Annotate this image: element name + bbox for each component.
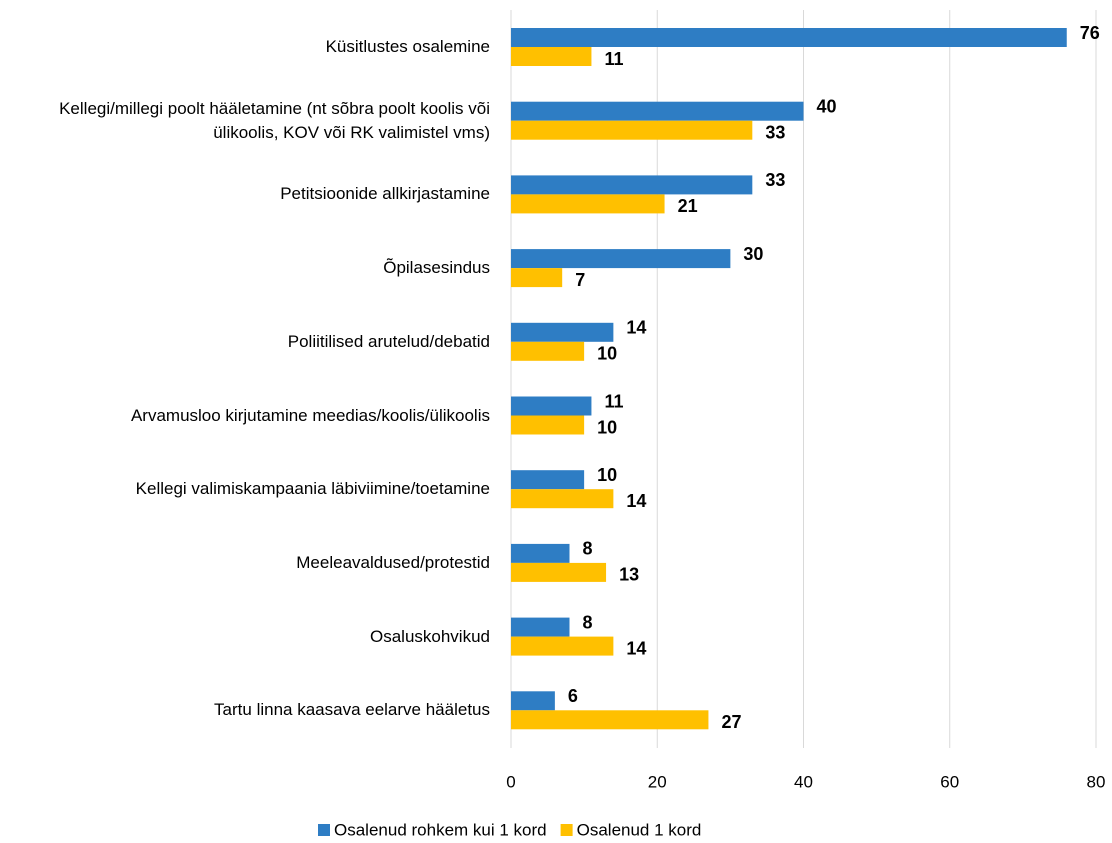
value-label: 10 xyxy=(597,344,617,364)
value-label: 10 xyxy=(597,417,617,437)
category-label: Tartu linna kaasava eelarve hääletus xyxy=(214,700,490,720)
bar xyxy=(511,322,614,342)
legend-label: Osalenud rohkem kui 1 kord xyxy=(334,820,547,839)
value-label: 76 xyxy=(1080,23,1100,43)
value-label: 13 xyxy=(619,565,639,585)
bar xyxy=(511,101,804,121)
bar xyxy=(511,562,607,582)
bar xyxy=(511,470,585,490)
bar xyxy=(511,341,585,361)
bar xyxy=(511,415,585,435)
bar xyxy=(511,636,614,656)
legend-swatch xyxy=(318,824,330,836)
bar xyxy=(511,710,709,730)
value-label: 33 xyxy=(765,122,785,142)
category-label: Arvamusloo kirjutamine meedias/koolis/ül… xyxy=(130,405,490,425)
value-label: 30 xyxy=(743,244,763,264)
legend-swatch xyxy=(560,824,573,836)
value-label: 8 xyxy=(583,539,593,559)
bar xyxy=(511,194,665,214)
value-label: 7 xyxy=(575,270,585,290)
value-label: 6 xyxy=(568,686,578,706)
category-label: Küsitlustes osalemine xyxy=(325,37,490,56)
category-label: Kellegi valimiskampaania läbiviimine/toe… xyxy=(135,479,490,499)
value-label: 11 xyxy=(604,391,623,411)
category-label: Osaluskohvikud xyxy=(369,626,490,646)
bar xyxy=(511,489,614,509)
bar xyxy=(511,28,1067,47)
bar xyxy=(511,396,592,416)
category-label: Petitsioonide allkirjastamine xyxy=(280,184,490,204)
bar xyxy=(511,47,592,66)
value-label: 33 xyxy=(765,170,785,190)
legend-label: Osalenud 1 kord xyxy=(577,820,702,839)
value-label: 14 xyxy=(626,491,646,511)
bar xyxy=(511,120,753,140)
bar xyxy=(511,617,570,637)
bar xyxy=(511,543,570,563)
category-label: Meeleavaldused/protestid xyxy=(296,552,490,572)
value-label: 8 xyxy=(583,612,593,632)
category-label: Poliitilised arutelud/debatid xyxy=(287,331,490,351)
value-label: 10 xyxy=(597,465,617,485)
x-tick-label: 60 xyxy=(940,772,959,791)
bar xyxy=(511,249,731,269)
x-tick-label: 0 xyxy=(506,772,515,791)
category-label: Õpilasesindus xyxy=(383,258,490,278)
x-tick-label: 80 xyxy=(1087,772,1106,791)
value-label: 14 xyxy=(626,318,646,338)
bar xyxy=(511,175,753,195)
value-label: 21 xyxy=(678,196,698,216)
value-label: 14 xyxy=(626,638,646,658)
x-tick-label: 20 xyxy=(648,772,667,791)
category-label: Kellegi/millegi poolt hääletamine (nt sõ… xyxy=(59,98,490,142)
bar xyxy=(511,268,563,288)
bar xyxy=(511,691,555,711)
value-label: 27 xyxy=(721,712,741,732)
x-tick-label: 40 xyxy=(794,772,813,791)
value-label: 11 xyxy=(604,49,623,69)
value-label: 40 xyxy=(817,96,837,116)
